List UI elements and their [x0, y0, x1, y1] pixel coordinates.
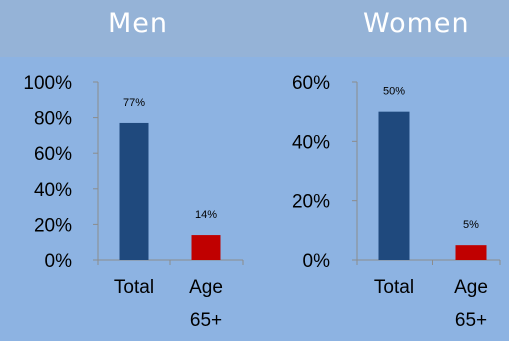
- men-category-label: Age: [189, 277, 223, 298]
- women-y-tick-label: 40%: [292, 132, 330, 153]
- women-bar-total: [378, 111, 410, 260]
- men-category-label: 65+: [190, 310, 222, 331]
- men-y-tick-label: 80%: [34, 109, 72, 130]
- header-band: Men Women: [0, 0, 509, 57]
- women-category-label: 65+: [455, 310, 487, 331]
- women-data-label: 50%: [383, 86, 405, 98]
- men-category-label: Total: [114, 277, 154, 298]
- men-title: Men: [108, 8, 169, 39]
- women-y-tick-label: 60%: [292, 73, 330, 94]
- men-data-label: 14%: [195, 209, 217, 221]
- charts-area: 0% 20% 40% 60% 80% 100% 77% Total 14% Age 65+ 0% 20%…: [23, 73, 501, 331]
- men-y-tick-label: 60%: [34, 144, 72, 165]
- men-bar-total: [119, 122, 149, 260]
- women-data-label: 5%: [463, 219, 479, 231]
- men-y-tick-label: 40%: [34, 180, 72, 201]
- women-y-tick-label: 0%: [303, 251, 331, 272]
- men-y-tick-label: 0%: [45, 251, 73, 272]
- men-bar-age65: [191, 235, 221, 260]
- men-data-label: 77%: [123, 97, 145, 109]
- women-category-label: Total: [374, 277, 414, 298]
- men-y-tick-label: 20%: [34, 215, 72, 236]
- women-title: Women: [363, 8, 470, 39]
- women-y-tick-label: 20%: [292, 192, 330, 213]
- women-category-label: Age: [454, 277, 488, 298]
- men-y-tick-label: 100%: [23, 73, 72, 94]
- women-bar-age65: [455, 245, 487, 260]
